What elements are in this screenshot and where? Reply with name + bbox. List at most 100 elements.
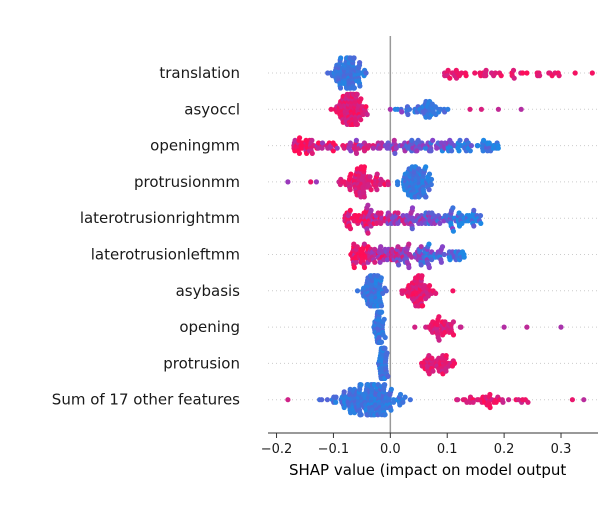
data-point	[428, 181, 434, 188]
data-point	[459, 220, 465, 226]
data-point	[423, 194, 429, 200]
data-point	[426, 283, 433, 289]
x-tick-label: 0.2	[494, 442, 515, 457]
data-point	[382, 382, 388, 388]
data-point	[374, 220, 380, 226]
data-point	[498, 73, 504, 79]
data-point	[315, 145, 321, 151]
data-point	[351, 85, 357, 91]
data-point	[395, 210, 401, 216]
x-axis: −0.2 −0.1 0.0 0.1 0.2 0.3	[261, 432, 598, 457]
feature-label: asyoccl	[184, 100, 240, 118]
data-point	[443, 368, 449, 374]
data-point	[409, 205, 416, 211]
data-point	[347, 187, 353, 193]
data-point	[406, 106, 413, 112]
data-point	[456, 148, 462, 154]
data-point	[589, 70, 595, 76]
data-point	[400, 399, 406, 405]
data-point	[569, 397, 576, 403]
data-point	[510, 67, 517, 73]
data-point	[475, 143, 481, 149]
data-point	[471, 223, 477, 229]
data-points	[285, 55, 595, 418]
data-point	[468, 143, 474, 149]
data-point	[358, 412, 364, 418]
data-point	[478, 106, 484, 112]
data-point	[426, 187, 432, 193]
data-point	[487, 404, 493, 411]
data-point	[420, 303, 426, 309]
data-point	[363, 104, 369, 110]
data-point	[442, 319, 448, 325]
data-point	[366, 143, 372, 149]
data-point	[449, 148, 455, 154]
data-point	[405, 111, 411, 118]
data-point	[357, 60, 363, 66]
data-point	[383, 288, 389, 294]
feature-label: laterotrusionrightmm	[80, 209, 240, 227]
feature-label: protrusion	[163, 354, 240, 372]
data-point	[358, 96, 364, 102]
data-point	[348, 171, 354, 177]
data-point	[381, 316, 387, 322]
data-point	[296, 150, 302, 156]
data-point	[426, 264, 432, 271]
data-point	[388, 386, 394, 392]
data-point	[470, 399, 476, 405]
data-point	[354, 288, 361, 294]
data-point	[511, 75, 517, 81]
data-point	[358, 382, 364, 388]
data-point	[361, 194, 367, 200]
data-point	[395, 244, 401, 250]
data-point	[377, 259, 383, 265]
data-point	[458, 324, 464, 330]
data-point	[483, 73, 489, 79]
data-point	[365, 202, 371, 208]
data-point	[313, 179, 319, 185]
data-point	[399, 109, 405, 115]
data-point	[439, 244, 446, 250]
feature-label: translation	[159, 64, 240, 82]
data-point	[426, 171, 433, 177]
data-point	[364, 111, 370, 118]
data-point	[367, 174, 373, 180]
data-point	[467, 106, 473, 112]
data-point	[348, 148, 354, 154]
data-point	[388, 407, 394, 413]
data-point	[428, 148, 434, 154]
data-point	[395, 181, 401, 188]
data-point	[333, 394, 339, 400]
data-point	[450, 319, 456, 325]
data-point	[382, 412, 388, 418]
data-point	[524, 324, 530, 330]
data-point	[433, 290, 439, 296]
data-point	[478, 220, 484, 226]
data-point	[406, 241, 412, 247]
data-point	[415, 137, 421, 143]
data-point	[333, 399, 339, 405]
data-point	[374, 187, 380, 193]
data-point	[429, 355, 435, 361]
data-point	[363, 70, 369, 76]
data-point	[319, 140, 326, 146]
data-point	[409, 254, 415, 260]
data-point	[361, 264, 368, 271]
data-point	[337, 85, 344, 91]
x-axis-title: SHAP value (impact on model output	[289, 461, 566, 479]
data-point	[430, 137, 436, 143]
data-point	[378, 275, 384, 281]
data-point	[378, 339, 385, 345]
data-point	[297, 135, 303, 141]
data-point	[495, 106, 501, 112]
data-point	[472, 70, 478, 76]
data-point	[378, 220, 384, 226]
data-point	[458, 70, 465, 76]
data-point	[467, 148, 473, 154]
data-point	[334, 145, 340, 151]
data-point	[457, 137, 463, 143]
data-point	[379, 309, 385, 315]
data-point	[471, 207, 477, 213]
data-point	[493, 399, 499, 405]
